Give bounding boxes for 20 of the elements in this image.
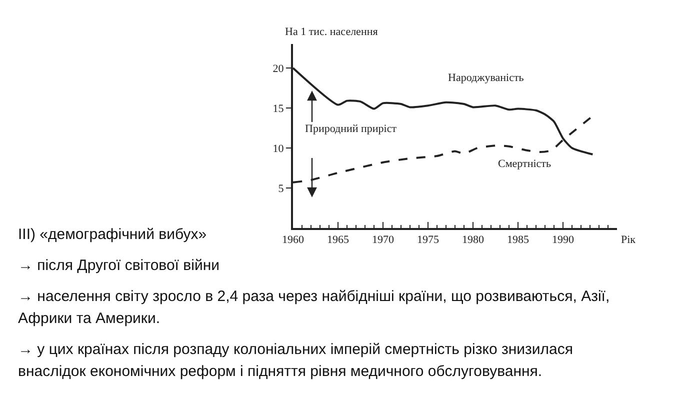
x-tick-label: 1965: [327, 234, 350, 246]
series-label: Народжуваність: [448, 72, 524, 84]
x-tick-label: 1980: [462, 234, 484, 246]
y-tick-label: 5: [278, 182, 284, 195]
annotation: Природний приріст: [305, 123, 397, 135]
x-tick-label: 1990: [552, 234, 574, 246]
y-tick-label: 15: [272, 102, 284, 115]
text: → населення світу зросло в 2,4 раза через найбідніші країни, що розвиваються, Азії, Африки та Америки.: [18, 287, 611, 329]
series-label: Смертність: [498, 158, 551, 170]
x-tick-label: 1960: [282, 234, 304, 246]
text: III) «демографічний вибух»: [18, 226, 207, 243]
text: → після Другої світової війни: [18, 256, 220, 276]
x-axis-title: Рік: [621, 234, 636, 246]
x-tick-label: 1985: [507, 234, 530, 246]
x-tick-label: 1975: [417, 234, 440, 246]
text: → у цих країнах після розпаду колоніальних імперій смертність різко знизилася внаслідок економічних реформ і підняття рівня медичного обслуговування.: [18, 340, 574, 382]
y-tick-label: 20: [272, 62, 284, 75]
y-tick-label: 10: [272, 142, 284, 155]
y-axis-title: На 1 тис. населення: [285, 26, 378, 38]
x-tick-label: 1970: [372, 234, 394, 246]
